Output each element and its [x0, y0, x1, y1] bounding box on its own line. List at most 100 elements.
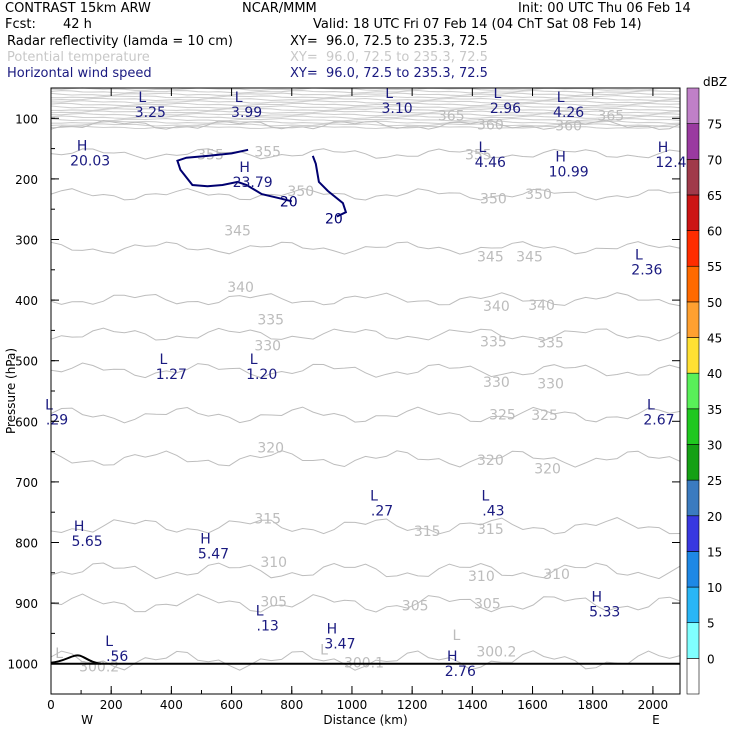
colorbar-level-label: 40	[707, 367, 722, 381]
colorbar-level-label: 30	[707, 438, 722, 452]
wind-extremum-marker: H	[77, 139, 88, 155]
colorbar-swatch	[686, 372, 700, 410]
theta-contour-label: 315	[414, 524, 441, 540]
y-axis: 100 200 300 400 500 600 700 800 900 1000 Pressure …	[4, 87, 680, 695]
theta-contour-label: 330	[254, 339, 281, 355]
wind-extremum-value: 5.47	[198, 546, 229, 562]
colorbar-swatch	[686, 230, 700, 267]
y-tick-label: 200	[15, 173, 38, 187]
wind-extremum-value: 20.03	[70, 154, 110, 170]
theta-contour-label: 355	[254, 145, 281, 161]
theta-contour-line	[50, 241, 681, 255]
wind-extremum-value: 10.99	[549, 165, 589, 181]
x-end-label-west: W	[81, 713, 93, 727]
theta-contour-label: 335	[257, 312, 284, 328]
wind-contour-label: 20	[325, 211, 343, 227]
colorbar: 0 5 10 15 20 25 30 35 40 45 50 55 60 65 70 75 dBZ	[686, 75, 727, 695]
y-tick-label: 400	[15, 294, 38, 308]
colorbar-swatch	[686, 444, 700, 481]
wind-extremum-marker: L	[256, 603, 264, 619]
theta-contour-label: 355	[465, 148, 492, 164]
theta-contour-label: 350	[480, 191, 507, 207]
theta-contour-line	[50, 100, 681, 104]
y-tick-label: 500	[15, 355, 38, 369]
theta-contour-line	[50, 517, 681, 535]
wind-isotach-20	[176, 148, 293, 203]
wind-extremum-value: 2.67	[643, 412, 674, 428]
y-tick-label: 800	[15, 537, 38, 551]
colorbar-level-label: 20	[707, 510, 722, 524]
theta-contour-label: 350	[287, 184, 314, 200]
theta-contour-line	[50, 92, 681, 97]
field-theta-xy: XY= 96.0, 72.5 to 235.3, 72.5	[290, 50, 488, 65]
wind-extremum-marker: H	[447, 649, 458, 665]
theta-contour-line	[50, 327, 681, 342]
theta-contour-line	[51, 95, 681, 99]
colorbar-level-label: 50	[707, 296, 722, 310]
colorbar-level-label: 60	[707, 225, 722, 239]
wind-extremum-marker: H	[327, 622, 338, 638]
theta-contour-label: 320	[534, 462, 561, 478]
forecast-hour: 42 h	[63, 17, 92, 32]
theta-contour-label: 345	[477, 249, 504, 265]
wind-extremum-marker: H	[239, 160, 250, 176]
wind-extremum-value: 3.99	[231, 105, 262, 121]
wind-extremum-marker: L	[647, 397, 655, 413]
x-tick-label: 200	[100, 698, 123, 712]
colorbar-swatch	[686, 515, 700, 552]
colorbar-swatch	[686, 479, 700, 517]
theta-contour-label: 330	[537, 377, 564, 393]
wind-extremum-marker: L	[159, 352, 167, 368]
wind-extremum-value: 2.76	[445, 664, 476, 680]
theta-contour-label: 330	[483, 375, 510, 391]
stratosphere-isentropes	[50, 87, 681, 130]
theta-contour-line	[50, 593, 681, 613]
colorbar-level-label: 45	[707, 332, 722, 346]
theta-contour-label: 315	[477, 522, 504, 538]
plot-title: CONTRAST 15km ARW	[5, 1, 151, 16]
colorbar-level-label: 10	[707, 581, 722, 595]
wind-extremum-marker: H	[200, 531, 211, 547]
wind-extremum-marker: H	[555, 150, 566, 166]
x-tick-label: 2000	[638, 698, 669, 712]
wind-extremum-value: .29	[46, 412, 68, 428]
theta-contour-label: 320	[257, 440, 284, 456]
x-end-label-east: E	[652, 713, 660, 727]
theta-contour-line	[50, 292, 681, 307]
colorbar-swatch	[686, 123, 700, 160]
theta-contour-label: 345	[516, 249, 543, 265]
wind-extremum-value: .56	[106, 649, 128, 665]
theta-contour-label: 305	[474, 597, 501, 613]
theta-contour-label: 335	[480, 334, 507, 350]
x-tick-label: 1600	[517, 698, 548, 712]
colorbar-level-label: 0	[707, 652, 715, 666]
colorbar-swatch	[686, 658, 700, 695]
wind-extremum-marker: H	[658, 140, 669, 156]
y-tick-label: 1000	[7, 658, 38, 672]
theta-contour-line	[51, 107, 681, 112]
wind-extremum-value: 2.96	[490, 101, 521, 117]
wind-extremum-value: 2.36	[631, 263, 662, 279]
wind-extremum-value: .13	[257, 618, 279, 634]
colorbar-level-label: 5	[707, 617, 715, 631]
theta-contour-label: 320	[477, 453, 504, 469]
wind-extremum-value: 3.25	[135, 105, 166, 121]
theta-contour-label: 360	[555, 119, 582, 135]
wind-extremum-marker: L	[494, 86, 502, 102]
wind-extremum-value: 3.10	[382, 101, 413, 117]
theta-contour-line	[50, 87, 681, 91]
theta-contour-line	[50, 97, 681, 102]
theta-contour-line	[50, 115, 681, 120]
wind-extremum-value: 1.20	[246, 367, 277, 383]
init-time: Init: 00 UTC Thu 06 Feb 14	[518, 1, 691, 16]
wind-extremum-marker: L	[370, 488, 378, 504]
wind-extremum-marker: L	[478, 140, 486, 156]
theta-contour-line	[50, 89, 681, 94]
theta-contour-line	[50, 123, 681, 127]
theta-contour-label: 300.2	[476, 645, 516, 661]
colorbar-swatch	[686, 337, 700, 374]
theta-contour-line	[50, 406, 681, 424]
y-tick-label: 100	[15, 112, 38, 126]
